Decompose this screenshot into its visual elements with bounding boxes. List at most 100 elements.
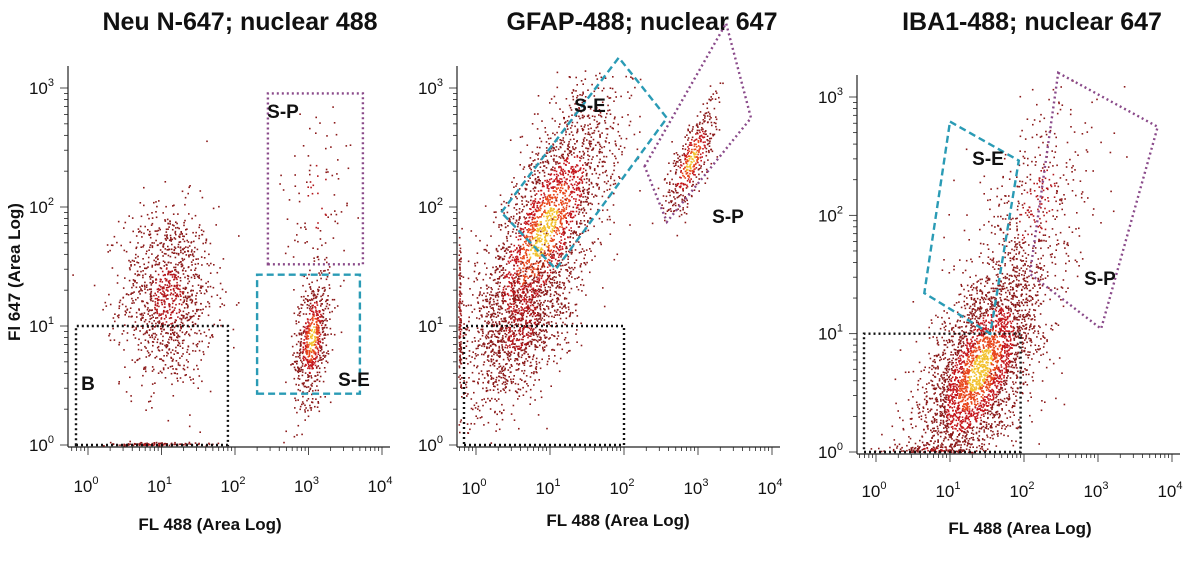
scatter-point [200,285,202,287]
scatter-point [541,185,544,188]
scatter-point [539,316,542,318]
scatter-point [532,230,535,233]
scatter-point [546,291,549,293]
scatter-point [521,285,524,287]
scatter-point [336,173,338,175]
scatter-point [175,287,178,289]
scatter-point [186,300,188,302]
scatter-point [320,319,322,322]
scatter-point [508,281,510,283]
scatter-point [118,382,120,385]
scatter-point [564,232,566,234]
scatter-point [179,293,181,296]
scatter-point [146,323,148,325]
scatter-point [169,223,171,225]
scatter-point [466,395,468,397]
scatter-point [205,239,208,242]
scatter-point [502,246,504,249]
scatter-point [514,294,517,297]
scatter-point [559,123,561,125]
scatter-point [609,125,612,128]
scatter-point [554,245,557,247]
scatter-point [582,150,584,153]
scatter-point [488,252,490,254]
scatter-point [553,193,555,196]
scatter-point [130,315,133,318]
scatter-point [304,242,306,244]
scatter-point [562,214,565,217]
scatter-point [179,325,182,328]
scatter-point [545,322,548,324]
scatter-point [570,150,573,153]
scatter-point [576,84,578,86]
scatter-point [176,332,178,335]
scatter-point [550,168,553,170]
scatter-point [536,255,539,257]
scatter-point [590,182,593,185]
scatter-point [588,133,591,136]
scatter-point [527,249,530,252]
scatter-point [553,147,555,150]
x-tick-label: 104 [367,475,392,496]
scatter-point [186,228,188,230]
scatter-point [312,319,314,322]
scatter-point [174,230,177,233]
scatter-point [168,305,171,308]
scatter-point [557,260,559,262]
scatter-point [521,200,523,202]
scatter-point [509,235,512,237]
scatter-point [534,301,536,304]
scatter-point [149,233,152,235]
scatter-point [168,248,171,251]
scatter-point [512,331,515,334]
scatter-point [617,161,619,164]
scatter-point [461,351,464,354]
scatter-point [325,278,328,281]
gate-s-p [266,92,365,266]
scatter-point [190,379,192,381]
scatter-point [570,153,573,156]
scatter-point [156,346,159,349]
scatter-point [519,253,521,256]
scatter-point [328,284,331,286]
scatter-point [593,90,596,93]
scatter-point [546,234,549,237]
scatter-point [331,349,334,351]
scatter-point [547,219,550,222]
scatter-point [562,191,565,194]
scatter-point [501,294,503,297]
scatter-point [525,322,527,325]
scatter-point [546,314,548,317]
scatter-point [321,328,324,331]
scatter-point [529,403,531,405]
scatter-point [566,123,568,126]
scatter-point [134,257,137,259]
scatter-point [543,211,545,213]
scatter-point [146,442,148,445]
scatter-point [311,316,314,318]
scatter-point [142,300,144,303]
scatter-point [565,133,567,136]
scatter-point [306,345,309,348]
scatter-point [311,398,314,400]
scatter-point [581,248,584,250]
scatter-point [147,266,149,268]
scatter-point [319,321,321,323]
scatter-point [465,357,468,360]
scatter-point [584,99,587,102]
scatter-point [478,294,481,297]
scatter-point [590,127,592,130]
scatter-point [539,162,542,164]
scatter-point [583,178,586,181]
scatter-point [465,333,467,336]
scatter-point [519,136,522,138]
scatter-point [465,386,468,389]
scatter-point [545,281,547,283]
scatter-point [527,245,530,247]
scatter-point [296,370,299,372]
scatter-point [576,164,579,167]
scatter-point [505,333,508,336]
scatter-point [163,318,166,320]
scatter-point [559,182,561,184]
scatter-point [324,242,327,244]
